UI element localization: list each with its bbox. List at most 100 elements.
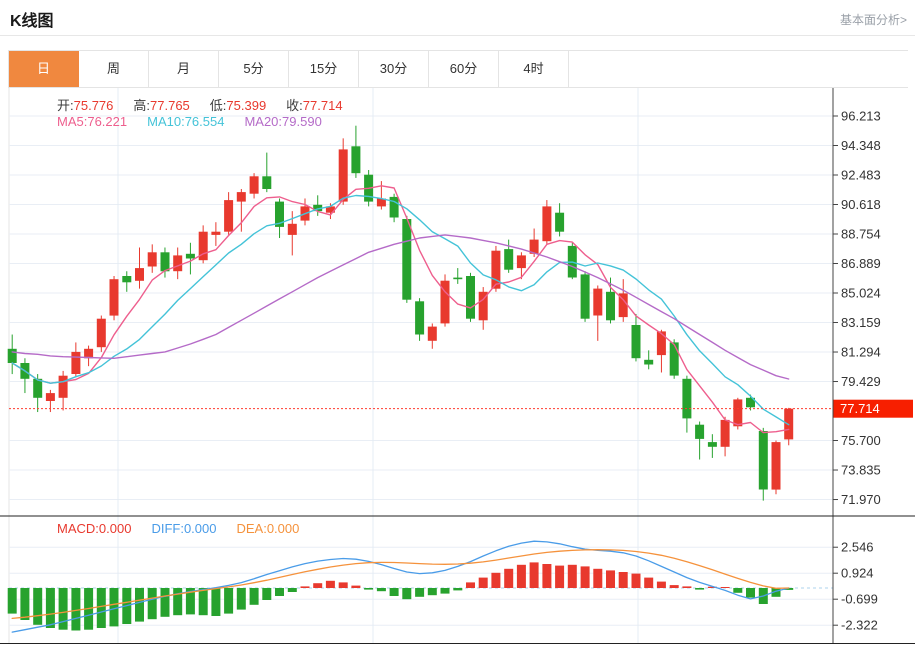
candle — [275, 198, 284, 239]
legend-value: 77.714 — [302, 98, 343, 113]
macd-bar — [746, 588, 755, 598]
legend-value: 79.590 — [282, 114, 322, 129]
legend-value: 77.765 — [150, 98, 190, 113]
candle — [96, 315, 106, 352]
macd-bar — [160, 588, 170, 617]
axis-tick-label: 90.618 — [841, 197, 881, 212]
macd-legend-item: DEA:0.000 — [236, 521, 299, 536]
fundamental-analysis-link[interactable]: 基本面分析> — [839, 13, 907, 27]
candle — [262, 152, 272, 193]
candle — [211, 222, 221, 246]
candlestick-series — [7, 125, 794, 501]
ma20-line — [11, 234, 790, 380]
macd-bar — [656, 581, 666, 588]
candle — [567, 242, 577, 280]
axis-tick-label: 81.294 — [841, 345, 881, 360]
candle — [720, 416, 730, 457]
candle — [351, 125, 361, 178]
ma-legend-item: MA5:76.221 — [57, 114, 127, 129]
legend-label: MA20: — [244, 114, 283, 129]
period-tab-7[interactable]: 4时 — [499, 51, 569, 87]
price-axis: 96.213 94.348 92.483 90.618 88.754 86.889 85.0… — [0, 88, 915, 644]
macd-bar — [287, 588, 297, 592]
ohlc-legend-item: 开:75.776 — [57, 98, 113, 113]
diff-line — [11, 540, 790, 633]
ma-legend-item: MA20:79.590 — [244, 114, 321, 129]
candle — [440, 274, 450, 327]
candle — [453, 268, 463, 284]
period-tab-6[interactable]: 60分 — [429, 51, 499, 87]
legend-label: 收: — [286, 98, 303, 113]
macd-bar — [7, 588, 17, 614]
period-tab-5[interactable]: 30分 — [359, 51, 429, 87]
macd-legend-item: MACD:0.000 — [57, 521, 131, 536]
macd-bar — [606, 570, 615, 588]
macd-bar — [707, 586, 717, 588]
candle — [313, 195, 323, 216]
ohlc-legend: 开:75.776 高:77.765 低:75.399 收:77.714 — [57, 95, 363, 114]
legend-label: MA5: — [57, 114, 88, 129]
candle — [593, 285, 603, 341]
macd-bar — [338, 582, 348, 588]
macd-bar — [236, 588, 246, 610]
axis-tick-label: -0.699 — [841, 592, 878, 607]
ohlc-legend-item: 低:75.399 — [210, 98, 266, 113]
macd-bar — [211, 588, 221, 616]
period-tab-3[interactable]: 5分 — [219, 51, 289, 87]
macd-bar — [631, 573, 641, 588]
macd-bar — [542, 564, 552, 588]
macd-bar — [529, 562, 539, 588]
macd-bar — [580, 566, 590, 588]
macd-bar — [96, 588, 106, 628]
macd-bar — [682, 586, 692, 588]
macd-bar — [313, 583, 323, 588]
period-tab-2[interactable]: 月 — [149, 51, 219, 87]
legend-value: 0.000 — [266, 521, 300, 536]
ma10-line — [11, 194, 790, 426]
candle — [402, 215, 412, 303]
legend-label: 高: — [133, 98, 151, 113]
macd-bar — [389, 588, 399, 596]
candle — [771, 440, 781, 495]
macd-bar — [695, 588, 705, 590]
ohlc-legend-item: 收:77.714 — [286, 98, 342, 113]
candle — [746, 394, 755, 411]
candle — [84, 345, 94, 367]
kline-chart: 77.714 96.213 94.348 92.483 90.618 88.754 86.8… — [0, 88, 915, 644]
candle — [707, 434, 717, 458]
axis-tick-label: 92.483 — [841, 168, 881, 183]
macd-bar — [262, 588, 272, 600]
legend-label: MACD: — [57, 521, 99, 536]
candle — [249, 173, 259, 199]
candle — [631, 313, 641, 362]
candle — [20, 358, 30, 394]
current-price-badge — [833, 399, 913, 418]
macd-bar — [771, 588, 781, 597]
candle — [198, 225, 208, 264]
candle — [606, 277, 615, 324]
legend-label: DIFF: — [151, 521, 184, 536]
axis-tick-label: 96.213 — [841, 109, 881, 124]
candle — [224, 192, 234, 235]
macd-bar — [224, 588, 234, 614]
macd-legend-item: DIFF:0.000 — [151, 521, 216, 536]
candle — [147, 244, 157, 273]
period-tab-1[interactable]: 周 — [79, 51, 149, 87]
period-tab-0[interactable]: 日 — [9, 51, 79, 87]
macd-bar — [185, 588, 195, 615]
candle — [695, 421, 705, 460]
current-price-label: 77.714 — [840, 401, 880, 416]
macd-bar — [516, 564, 526, 588]
macd-bar — [249, 588, 259, 605]
period-tab-4[interactable]: 15分 — [289, 51, 359, 87]
macd-legend: MACD:0.000 DIFF:0.000 DEA:0.000 — [57, 521, 319, 536]
candle — [682, 375, 692, 433]
legend-value: 75.776 — [73, 98, 114, 113]
legend-value: 76.554 — [184, 114, 225, 129]
candle — [580, 271, 590, 322]
axis-tick-label: 2.546 — [841, 540, 874, 555]
macd-bar — [364, 588, 374, 590]
macd-bar — [58, 588, 68, 630]
candle — [173, 247, 183, 280]
axis-tick-label: 83.159 — [841, 315, 881, 330]
